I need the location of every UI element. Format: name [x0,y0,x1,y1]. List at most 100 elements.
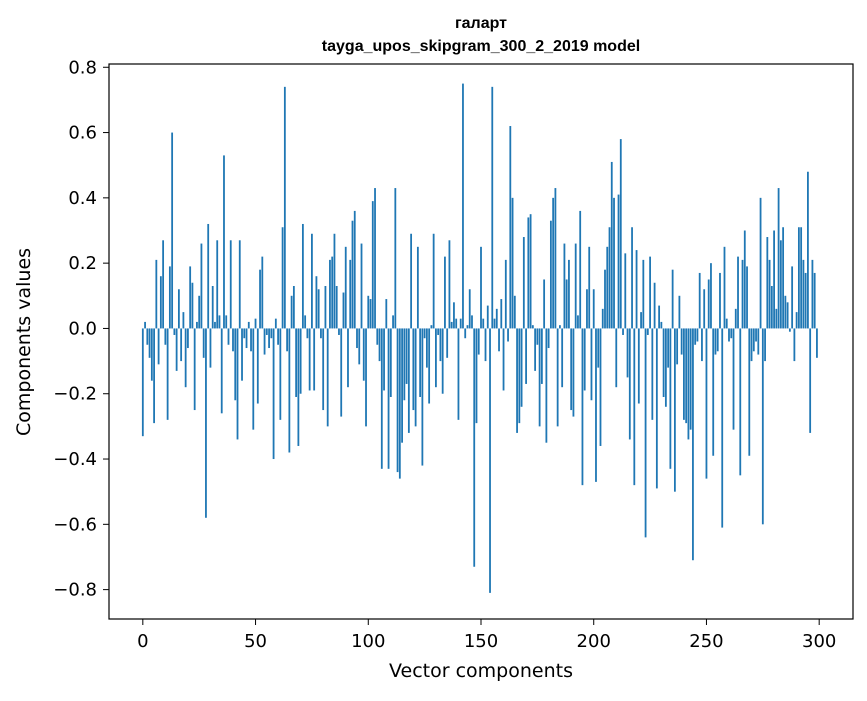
bar [356,328,358,349]
bar [804,272,807,329]
bar [511,197,514,329]
bar [595,328,597,482]
bar [162,240,165,329]
bar [144,321,146,329]
bar [662,328,665,397]
bar [259,269,261,329]
bar [193,328,196,411]
bar [159,276,162,329]
y-tick-label: −0.8 [53,580,97,601]
bar [784,295,787,329]
bar [786,302,789,329]
bar [761,328,764,525]
bar [622,328,624,335]
bar [290,295,293,329]
bar [651,328,654,420]
bar [673,328,676,492]
bar [631,227,633,329]
bar [590,328,593,401]
bar [362,328,365,381]
bar [592,289,595,329]
y-tick-label: −0.6 [53,514,97,535]
bar [692,328,694,561]
bar [448,240,451,329]
bar [157,328,160,365]
bar [383,328,385,391]
bar [719,272,721,329]
bar [405,328,408,384]
bar [299,328,302,394]
bar [770,286,773,329]
bar [518,328,521,424]
bar [407,328,410,433]
bar [491,86,494,329]
bar [173,328,176,335]
bar [685,328,688,424]
bar [315,276,318,329]
y-tick-label: 0.2 [68,253,97,274]
bar [766,237,769,329]
bar [689,328,692,430]
bar [777,188,780,329]
bar [171,132,174,329]
x-tick-label: 200 [577,631,611,652]
bar [421,328,424,466]
bar [737,256,739,329]
bar [241,328,243,381]
bar [295,328,298,397]
bar [658,305,661,329]
bar [150,328,153,381]
bar [734,308,737,329]
bar [646,328,649,335]
bar [712,328,715,456]
bar [430,325,433,329]
bar [755,328,757,342]
bar [223,155,225,329]
bar [599,328,602,446]
bar [561,328,564,388]
bar [401,328,403,443]
bar [802,259,805,329]
bar [232,328,234,352]
bar [475,328,478,424]
bar [757,328,760,355]
bar [202,328,205,358]
bar [268,328,270,349]
bar [243,328,246,339]
bar [779,240,782,329]
bar [559,325,561,329]
bar [419,328,422,397]
bar [270,328,273,339]
bar [376,328,379,345]
x-tick-label: 100 [351,631,385,652]
bar [297,328,300,446]
bar [148,328,151,358]
bar [653,282,656,329]
bar [184,328,187,388]
bar [489,328,491,593]
bar [234,328,237,401]
bar [800,227,803,329]
x-axis-label: Vector components [389,660,573,682]
bar [168,266,171,329]
bar [347,328,349,388]
bar [265,328,268,335]
bar [516,328,518,433]
bar [252,328,255,430]
bar [205,328,207,518]
bar [586,289,588,329]
bar [520,328,523,407]
bar [358,328,361,365]
bar [457,328,460,420]
bar [311,233,313,329]
bar [554,188,557,329]
bars-group [141,83,818,593]
bar [380,328,383,469]
bar [313,328,316,391]
bar [209,328,212,368]
bar [538,328,541,427]
bar [374,188,376,329]
bar [687,328,690,440]
bar [398,328,401,479]
